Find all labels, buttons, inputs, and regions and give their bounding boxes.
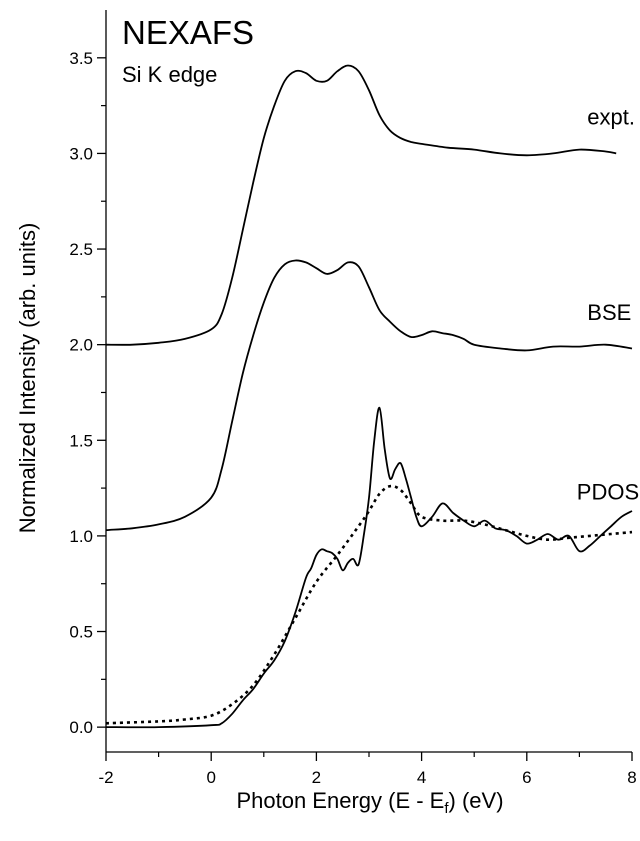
y-tick-label: 3.5 bbox=[69, 49, 93, 68]
series-label: PDOS bbox=[577, 480, 639, 505]
ticks bbox=[97, 57, 633, 761]
series-label: expt. bbox=[587, 105, 635, 130]
x-tick-label: -2 bbox=[98, 768, 113, 787]
x-tick-label: 2 bbox=[312, 768, 321, 787]
tick-labels: -2 0 2 4 6 8 0.0 0.5 1.0 1.5 2.0 2.5 3.0 3.5 bbox=[69, 49, 636, 787]
x-axis-title-prefix: Photon Energy (E - E bbox=[236, 788, 444, 813]
x-axis-title: Photon Energy (E - Ef) (eV) bbox=[236, 788, 503, 817]
y-tick-label: 1.0 bbox=[69, 527, 93, 546]
y-tick-label: 2.0 bbox=[69, 336, 93, 355]
series-line-0 bbox=[105, 64, 617, 346]
axes bbox=[105, 10, 632, 753]
series-annotations: expt. BSE PDOS bbox=[577, 105, 639, 505]
x-tick-label: 4 bbox=[417, 768, 426, 787]
chart-title: NEXAFS bbox=[122, 14, 254, 51]
y-tick-label: 1.5 bbox=[69, 431, 93, 450]
x-tick-label: 6 bbox=[522, 768, 531, 787]
y-tick-label: 3.0 bbox=[69, 144, 93, 163]
series-label: BSE bbox=[587, 300, 631, 325]
series-line-3 bbox=[105, 484, 633, 725]
y-tick-label: 0.0 bbox=[69, 718, 93, 737]
x-axis-title-suffix: ) (eV) bbox=[449, 788, 504, 813]
y-axis-title: Normalized Intensity (arb. units) bbox=[15, 223, 40, 534]
y-tick-label: 2.5 bbox=[69, 240, 93, 259]
series-line-2 bbox=[105, 406, 633, 729]
series-line-1 bbox=[105, 259, 633, 532]
x-tick-label: 0 bbox=[206, 768, 215, 787]
series-lines bbox=[105, 64, 633, 729]
y-tick-label: 0.5 bbox=[69, 623, 93, 642]
chart-subtitle: Si K edge bbox=[122, 62, 217, 87]
x-axis-title-subscript: f bbox=[444, 800, 449, 817]
x-tick-label: 8 bbox=[627, 768, 636, 787]
